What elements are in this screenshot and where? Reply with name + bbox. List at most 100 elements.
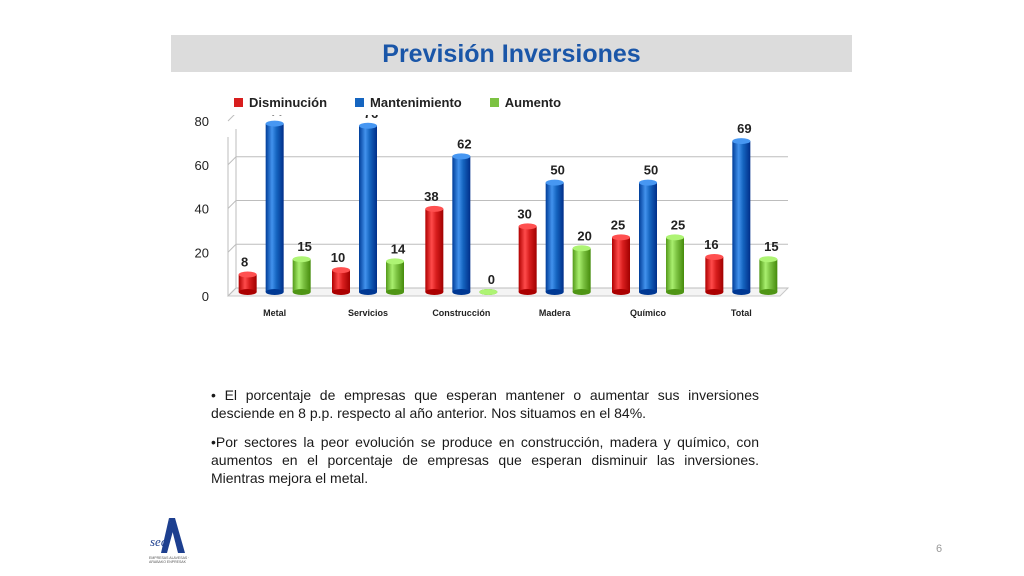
x-tick-label-4: Químico <box>630 308 667 318</box>
data-label-0-1: 10 <box>331 250 345 265</box>
bar-1-1 <box>359 125 377 292</box>
legend-label-1: Mantenimiento <box>370 94 462 110</box>
bar-bottom-0-4 <box>612 289 630 295</box>
bar-top-0-3 <box>518 223 537 230</box>
x-tick-label-5: Total <box>731 308 752 318</box>
bar-top-2-4 <box>666 234 684 241</box>
x-tick-label-1: Servicios <box>348 308 388 318</box>
bar-top-0-2 <box>425 205 444 212</box>
data-label-1-4: 50 <box>644 163 658 178</box>
y-tick-label-4: 80 <box>195 115 209 129</box>
bar-2-4 <box>666 237 684 292</box>
bar-bottom-1-4 <box>639 289 657 295</box>
title-bar: Previsión Inversiones <box>171 35 852 72</box>
bullet-2: •Por sectores la peor evolución se produ… <box>211 434 759 486</box>
bar-chart: 0 20 40 60 80 8 77 15 Metal 10 76 14 Servicios 38 62 0 C… <box>195 115 790 318</box>
bar-bottom-0-0 <box>238 289 257 295</box>
bar-top-1-4 <box>639 179 657 186</box>
bar-top-2-0 <box>292 256 311 263</box>
bar-bottom-2-1 <box>386 289 404 295</box>
bar-bottom-1-1 <box>359 289 377 295</box>
page-number: 6 <box>936 543 943 555</box>
data-label-0-4: 25 <box>611 217 625 232</box>
data-label-2-1: 14 <box>391 241 406 256</box>
bar-top-2-2 <box>479 289 498 295</box>
logo-subtitle: EMPRESAS ALAVESAS · ARABAKO ENPRESAK <box>149 556 190 564</box>
data-label-0-3: 30 <box>517 206 531 221</box>
bar-1-2 <box>452 156 471 292</box>
bar-top-1-2 <box>452 153 471 160</box>
bar-0-3 <box>518 226 537 292</box>
data-label-2-4: 25 <box>671 217 685 232</box>
gridline-side-1 <box>227 243 237 253</box>
bar-top-2-3 <box>572 245 591 252</box>
gridline-side-3 <box>227 156 237 166</box>
legend-swatch-1 <box>355 97 365 107</box>
bar-top-1-3 <box>545 179 564 186</box>
bar-bottom-1-2 <box>452 289 471 295</box>
data-label-1-3: 50 <box>550 163 564 178</box>
legend-label-2: Aumento <box>504 94 562 110</box>
bar-top-0-1 <box>332 267 350 274</box>
bar-bottom-2-5 <box>759 289 778 295</box>
bar-bottom-1-5 <box>732 289 751 295</box>
bar-2-1 <box>386 261 404 292</box>
bar-top-1-0 <box>265 120 284 127</box>
bar-top-2-1 <box>386 258 404 265</box>
data-label-2-2: 0 <box>488 272 495 287</box>
data-label-0-0: 8 <box>241 255 248 270</box>
bar-top-0-5 <box>705 254 724 260</box>
bar-top-1-5 <box>732 138 751 145</box>
bar-bottom-0-2 <box>425 289 444 295</box>
bar-2-0 <box>292 259 311 292</box>
bar-1-0 <box>265 123 284 292</box>
bar-2-5 <box>759 259 778 292</box>
slide-title: Previsión Inversiones <box>382 40 641 68</box>
data-label-1-5: 69 <box>737 121 751 136</box>
bar-0-4 <box>612 237 630 292</box>
bar-1-3 <box>545 182 564 292</box>
data-label-0-5: 16 <box>704 237 718 252</box>
y-tick-label-1: 20 <box>195 245 209 260</box>
bar-1-5 <box>732 141 751 292</box>
x-tick-label-0: Metal <box>263 308 286 318</box>
data-label-1-1: 76 <box>364 115 378 121</box>
x-tick-label-3: Madera <box>539 308 572 318</box>
bar-bottom-2-4 <box>666 289 684 295</box>
y-tick-label-2: 40 <box>195 202 209 217</box>
bar-bottom-0-5 <box>705 289 724 295</box>
bar-bottom-2-0 <box>292 289 311 295</box>
data-label-0-2: 38 <box>424 189 438 204</box>
legend-swatch-0 <box>234 97 243 107</box>
company-logo: sea EMPRESAS ALAVESAS · ARABAKO ENPRESAK <box>147 515 193 567</box>
logo-mark-icon: sea <box>150 518 185 553</box>
bar-2-3 <box>572 248 591 292</box>
data-label-1-0: 77 <box>270 115 284 119</box>
bar-bottom-2-3 <box>572 289 591 295</box>
bar-0-0 <box>238 274 257 292</box>
bar-1-4 <box>639 182 657 292</box>
bullet-1: • El porcentaje de empresas que esperan … <box>211 387 759 421</box>
bar-top-0-0 <box>238 271 257 278</box>
bar-0-5 <box>705 257 724 292</box>
bar-bottom-1-0 <box>265 289 284 295</box>
bar-0-1 <box>332 270 350 292</box>
bar-top-2-5 <box>759 256 778 263</box>
bar-bottom-1-3 <box>545 289 564 295</box>
bar-top-0-4 <box>612 234 630 241</box>
gridline-side-4 <box>227 115 235 122</box>
gridline-side-2 <box>227 200 237 209</box>
data-label-2-5: 15 <box>764 239 778 254</box>
bar-top-1-1 <box>359 122 377 129</box>
bar-0-2 <box>425 208 444 292</box>
legend-item-1: Mantenimiento <box>355 95 462 110</box>
data-label-1-2: 62 <box>457 136 471 151</box>
gridline-side-0 <box>227 287 237 297</box>
data-label-2-3: 20 <box>577 228 591 243</box>
bullet-list: • El porcentaje de empresas que esperan … <box>211 386 759 498</box>
bar-bottom-0-1 <box>332 289 350 295</box>
bar-bottom-0-3 <box>518 289 537 295</box>
x-tick-label-2: Construcción <box>432 308 490 318</box>
legend-swatch-2 <box>489 97 499 107</box>
data-label-2-0: 15 <box>297 239 311 254</box>
